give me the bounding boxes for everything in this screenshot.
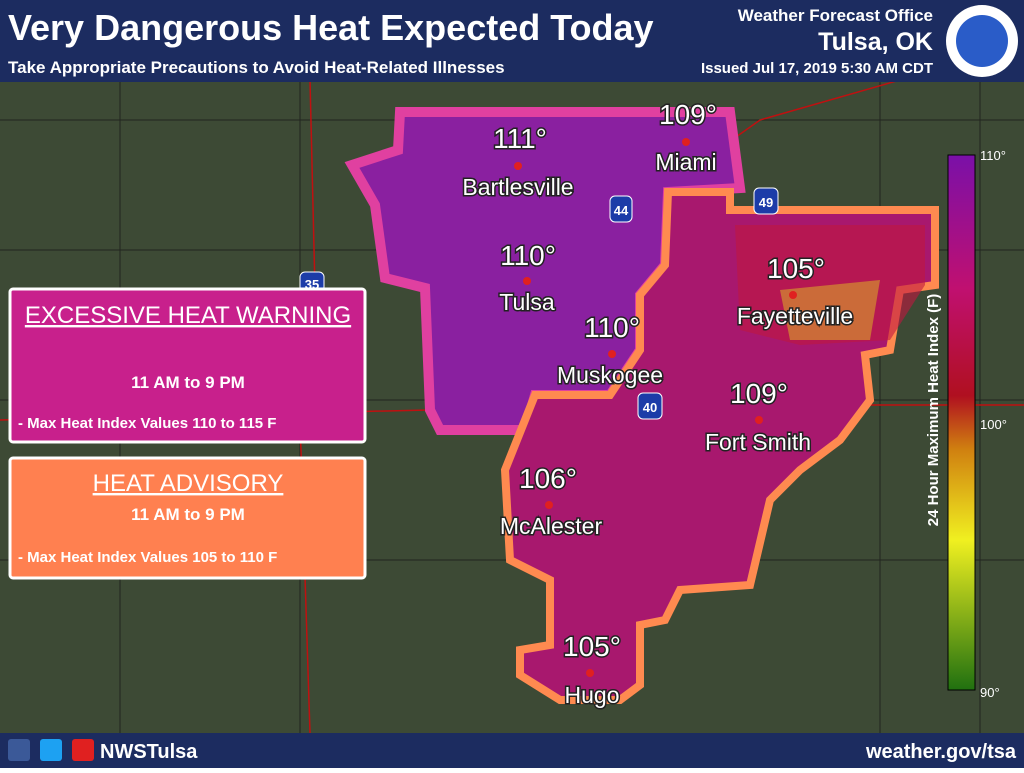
interstate-shields: 44 49 35 40: [299, 187, 779, 420]
city-dot: [586, 669, 594, 677]
city-name: Tulsa: [499, 289, 555, 315]
city-dot: [789, 291, 797, 299]
shield: [753, 187, 779, 215]
legend-tick: 90°: [980, 685, 1000, 700]
warning-panel: [8, 287, 367, 444]
city-name: Muskogee: [557, 362, 663, 388]
city-dot: [682, 138, 690, 146]
city-name: Hugo: [565, 682, 620, 708]
city-temp: 110°: [500, 240, 556, 271]
city-dot: [514, 162, 522, 170]
city-dot: [523, 277, 531, 285]
warning-time: 11 AM to 9 PM: [131, 373, 245, 392]
advisory-title: HEAT ADVISORY: [93, 470, 284, 497]
legend: 110° 100° 90° 24 Hour Maximum Heat Index…: [925, 148, 1007, 700]
website: weather.gov/tsa: [865, 741, 1017, 763]
warning-title: EXCESSIVE HEAT WARNING: [25, 302, 351, 329]
city-name: Fayetteville: [737, 303, 853, 329]
city-dot: [608, 350, 616, 358]
twitter-icon: [40, 739, 62, 761]
advisory-detail: - Max Heat Index Values 105 to 110 F: [18, 549, 277, 566]
shield-label: 44: [614, 203, 629, 218]
cities: 111° Bartlesville 109° Miami 110° Tulsa 110…: [461, 98, 855, 710]
youtube-icon: [72, 739, 94, 761]
city-temp: 106°: [519, 463, 577, 494]
city-temp: 111°: [493, 123, 547, 154]
legend-tick: 100°: [980, 417, 1007, 432]
shield-label: 49: [759, 195, 773, 210]
footer-bar: [0, 733, 1024, 768]
header-bar: [0, 0, 1024, 82]
warning-detail: - Max Heat Index Values 110 to 115 F: [18, 415, 276, 432]
city-temp: 105°: [563, 631, 621, 662]
shield-label: 40: [643, 400, 657, 415]
advisory-time: 11 AM to 9 PM: [131, 505, 245, 524]
legend-tick: 110°: [980, 148, 1006, 163]
location: Tulsa, OK: [818, 28, 933, 56]
warning-box: EXCESSIVE HEAT WARNING 11 AM to 9 PM - M…: [8, 287, 367, 444]
shield: [609, 195, 633, 223]
city-temp: 109°: [659, 99, 717, 130]
shield: [637, 392, 663, 420]
legend-label: 24 Hour Maximum Heat Index (F): [925, 294, 942, 527]
nws-logo-inner: [956, 15, 1008, 67]
city-dot: [545, 501, 553, 509]
subtitle: Take Appropriate Precautions to Avoid He…: [8, 58, 505, 77]
colorbar: [947, 154, 976, 691]
office: Weather Forecast Office: [738, 6, 933, 25]
advisory-box: HEAT ADVISORY 11 AM to 9 PM - Max Heat I…: [8, 456, 367, 580]
city-temp: 105°: [767, 253, 825, 284]
advisory-panel: [8, 456, 367, 580]
hot-core-yellow: [780, 280, 880, 340]
city-temp: 110°: [584, 312, 640, 343]
title: Very Dangerous Heat Expected Today: [8, 7, 654, 48]
facebook-icon: [8, 739, 30, 761]
social-handle: NWSTulsa: [100, 741, 198, 763]
city-dot: [755, 416, 763, 424]
city-name: Bartlesville: [462, 174, 573, 200]
city-temp: 109°: [730, 378, 788, 409]
city-name: Fort Smith: [705, 429, 811, 455]
city-name: Miami: [655, 149, 716, 175]
issued: Issued Jul 17, 2019 5:30 AM CDT: [701, 60, 933, 77]
city-name: McAlester: [500, 513, 603, 539]
